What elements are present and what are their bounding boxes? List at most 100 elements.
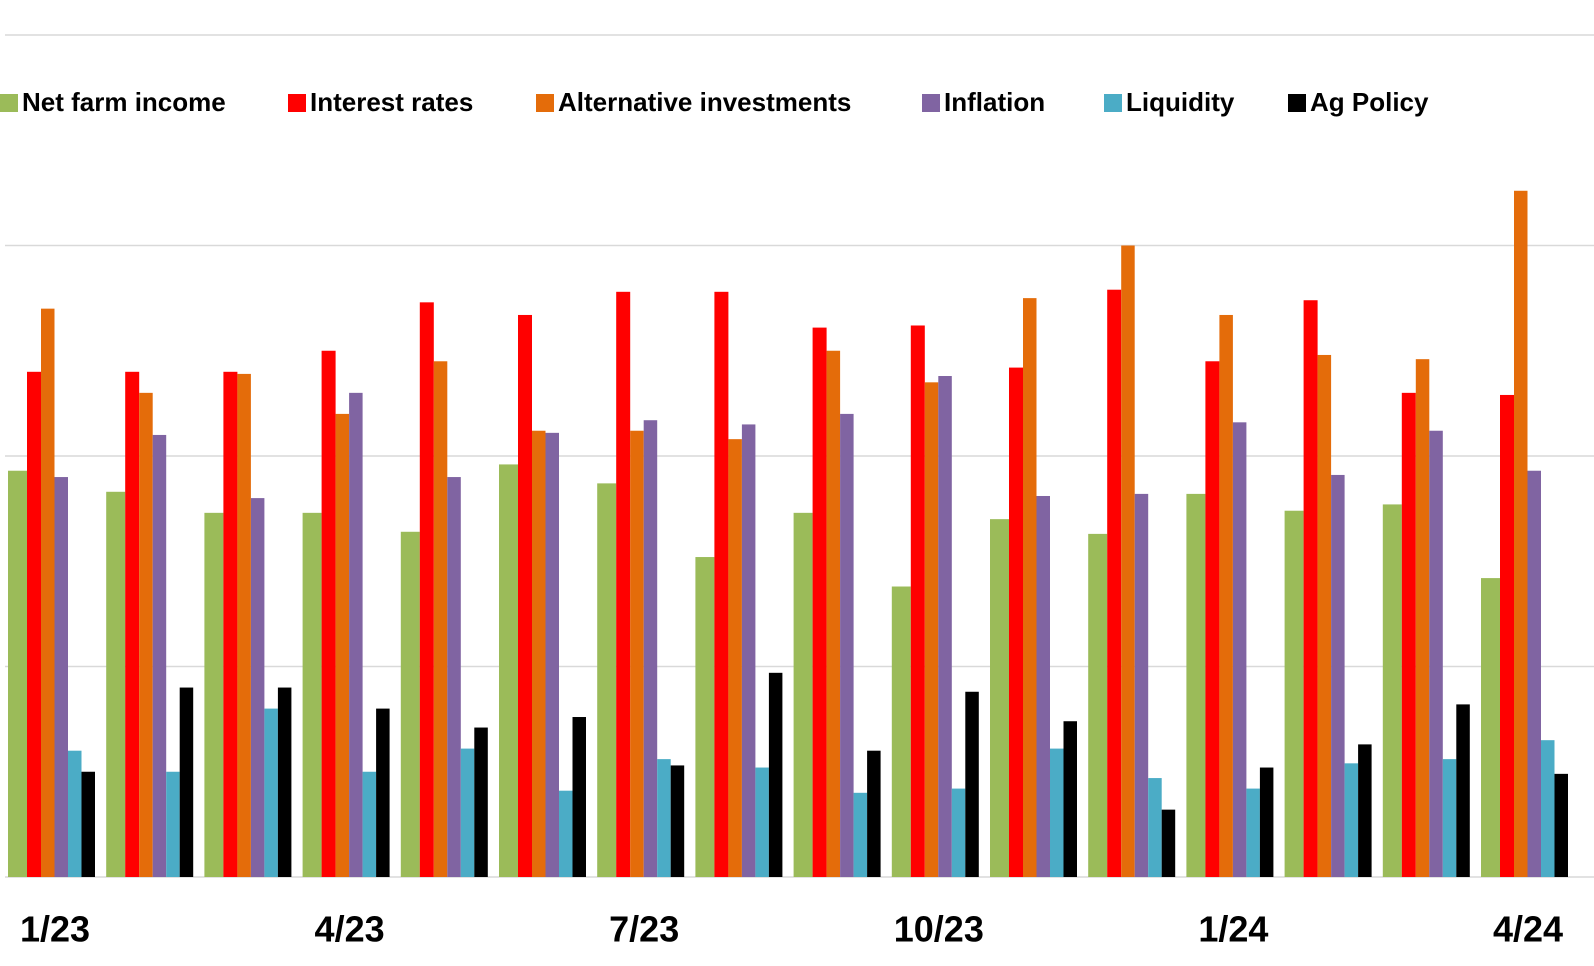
bar xyxy=(419,302,434,878)
bar xyxy=(1134,493,1149,877)
bar xyxy=(1186,493,1206,877)
bar xyxy=(559,790,573,877)
bar xyxy=(741,424,756,877)
bar xyxy=(910,325,925,877)
bar xyxy=(1036,495,1050,877)
bar xyxy=(768,672,783,877)
bar xyxy=(433,361,448,877)
legend-swatch xyxy=(922,94,940,112)
bar xyxy=(643,420,658,877)
bar xyxy=(106,491,126,877)
bar xyxy=(321,350,336,877)
bar xyxy=(1121,245,1135,877)
bar xyxy=(81,771,95,877)
x-tick-label: 7/23 xyxy=(609,909,679,950)
bar xyxy=(237,373,251,877)
bar xyxy=(1088,533,1108,877)
bar xyxy=(1284,510,1304,877)
legend-label: Net farm income xyxy=(22,87,226,117)
bar xyxy=(376,708,390,877)
bar xyxy=(460,748,475,877)
bar xyxy=(1246,788,1260,877)
bar xyxy=(867,750,881,877)
bar xyxy=(616,291,631,877)
bar xyxy=(1009,367,1023,877)
x-tick-label: 4/24 xyxy=(1493,909,1563,950)
bar xyxy=(1232,422,1247,877)
x-tick-label: 1/24 xyxy=(1198,909,1268,950)
bar xyxy=(1331,474,1345,877)
bar xyxy=(826,350,841,877)
bar xyxy=(1429,430,1443,877)
bar xyxy=(924,382,939,877)
bar xyxy=(1259,767,1274,877)
legend-swatch xyxy=(1288,94,1306,112)
bar xyxy=(657,759,671,877)
legend-label: Alternative investments xyxy=(558,87,851,117)
bar xyxy=(630,430,644,877)
bar xyxy=(1500,394,1514,877)
legend-swatch xyxy=(288,94,306,112)
bar xyxy=(1541,740,1555,877)
bar xyxy=(1023,298,1037,877)
bar xyxy=(41,308,55,877)
bar xyxy=(1148,778,1162,877)
bar xyxy=(125,371,140,877)
bar xyxy=(1415,359,1430,877)
bar xyxy=(166,771,180,877)
bar xyxy=(54,477,68,877)
bar xyxy=(1481,578,1500,877)
bar xyxy=(1514,190,1528,877)
bar xyxy=(1401,392,1416,877)
bar xyxy=(695,557,715,877)
bar xyxy=(755,767,769,877)
legend-label: Inflation xyxy=(944,87,1045,117)
bar xyxy=(179,687,194,877)
bar xyxy=(518,314,532,878)
bar xyxy=(349,392,363,877)
bar xyxy=(1050,748,1064,877)
legend-label: Interest rates xyxy=(310,87,473,117)
bar xyxy=(597,483,617,877)
legend-swatch xyxy=(1104,94,1122,112)
bar xyxy=(362,771,377,877)
x-tick-label: 1/23 xyxy=(20,909,90,950)
bar xyxy=(1554,773,1568,877)
bar xyxy=(27,371,41,877)
bar xyxy=(965,691,979,877)
bar xyxy=(1107,289,1122,878)
bar xyxy=(1527,470,1541,877)
bar xyxy=(8,470,27,877)
bar xyxy=(728,439,742,877)
bar xyxy=(250,498,265,877)
legend-label: Ag Policy xyxy=(1310,87,1429,117)
bar xyxy=(139,392,153,877)
bar xyxy=(1219,314,1233,878)
bar xyxy=(1344,763,1359,877)
bar xyxy=(1161,809,1176,877)
bar xyxy=(714,291,729,877)
bar xyxy=(1205,361,1220,877)
bar xyxy=(1317,354,1332,878)
bar xyxy=(1303,300,1318,878)
bar xyxy=(990,519,1009,877)
bar xyxy=(474,727,488,877)
bar xyxy=(1358,744,1372,877)
bar xyxy=(853,792,868,877)
bar xyxy=(400,531,420,877)
bar xyxy=(1456,704,1470,877)
bar xyxy=(891,586,911,877)
bar xyxy=(938,376,952,877)
bar xyxy=(1063,721,1077,877)
bar xyxy=(670,765,685,877)
legend-swatch xyxy=(536,94,554,112)
bar xyxy=(223,371,238,877)
bar xyxy=(68,750,82,877)
bar xyxy=(840,413,854,877)
bar xyxy=(532,430,546,877)
bar xyxy=(1382,504,1402,877)
bar xyxy=(572,717,586,877)
bar xyxy=(447,477,461,877)
x-tick-label: 4/23 xyxy=(315,909,385,950)
